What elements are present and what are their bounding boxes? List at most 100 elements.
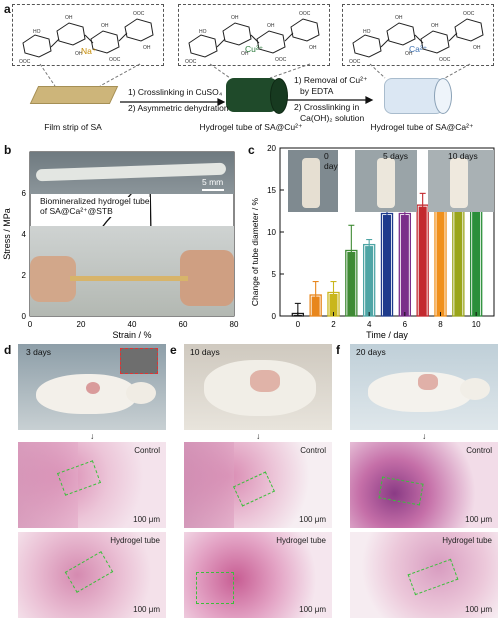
svg-text:OOC: OOC: [439, 57, 451, 63]
day-label-3: 3 days: [26, 347, 52, 357]
scale-5mm: 5 mm: [202, 177, 224, 187]
x-tick-label: 8: [438, 320, 443, 329]
x-tick-label: 10: [472, 320, 481, 329]
photo-day5: 5 days: [355, 150, 417, 212]
svg-text:HO: HO: [33, 29, 41, 35]
day-label-10: 10 days: [190, 347, 220, 357]
svg-text:OH: OH: [267, 23, 275, 29]
scale-label-d1: 100 μm: [133, 515, 160, 524]
photo-day10: 10 days: [428, 150, 494, 212]
x-tick-label: 60: [179, 320, 188, 329]
svg-text:OOC: OOC: [463, 11, 475, 17]
svg-text:OOC: OOC: [133, 11, 145, 17]
panel-label-d: d: [4, 343, 12, 357]
arrow2-step1b: by EDTA: [300, 86, 334, 96]
scale-label-f2: 100 μm: [465, 605, 492, 614]
svg-text:OH: OH: [75, 51, 83, 57]
panel-a-connectors: [39, 63, 471, 106]
y-tick-label: 20: [267, 144, 276, 153]
caption-ca-tube: Hydrogel tube of SA@Ca²⁺: [370, 122, 474, 132]
arrow-down-f: ↓: [422, 431, 427, 441]
svg-text:OH: OH: [473, 45, 481, 51]
mouse-photo-10days: 10 days: [184, 344, 332, 430]
x-tick-label: 0: [296, 320, 301, 329]
panel-label-f: f: [336, 343, 340, 357]
y-tick-label: 0: [272, 312, 277, 321]
y-tick-label: 6: [22, 189, 27, 198]
svg-text:OH: OH: [65, 15, 73, 21]
x-tick-label: 0: [28, 320, 33, 329]
panel-label-a: a: [4, 2, 11, 16]
caption-cu-tube: Hydrogel tube of SA@Cu²⁺: [199, 122, 303, 132]
panel-label-e: e: [170, 343, 177, 357]
panel-label-c: c: [248, 143, 255, 157]
bar: [365, 246, 374, 316]
scale-label-f1: 100 μm: [465, 515, 492, 524]
svg-text:OOC: OOC: [299, 11, 311, 17]
svg-text:OOC: OOC: [109, 57, 121, 63]
bar: [436, 206, 445, 316]
photo-day0: 0 day: [288, 150, 338, 212]
svg-text:OH: OH: [431, 23, 439, 29]
x-axis-label: Strain / %: [112, 330, 151, 340]
arrow2-step2b: Ca(OH)₂ solution: [300, 113, 365, 123]
svg-text:HO: HO: [363, 29, 371, 35]
arrow-down-d: ↓: [90, 431, 95, 441]
mouse-photo-3days: 3 days: [18, 344, 166, 430]
svg-text:OOC: OOC: [19, 59, 31, 65]
structure-box-na: HO OH OH OOC OOC OH OOC OH Na⁺: [12, 4, 164, 66]
x-tick-label: 80: [230, 320, 239, 329]
bar: [400, 215, 409, 316]
tube-label-e: Hydrogel tube: [276, 536, 326, 545]
y-tick-label: 15: [267, 186, 276, 195]
bar: [454, 207, 463, 316]
bar: [347, 251, 356, 316]
svg-text:OH: OH: [231, 15, 239, 21]
ion-cu: Cu²⁺: [245, 44, 264, 54]
label-day10: 10 days: [448, 151, 478, 161]
label-day5: 5 days: [383, 151, 409, 161]
svg-text:OOC: OOC: [275, 57, 287, 63]
histology-control-10days: Control 100 μm: [184, 442, 332, 528]
svg-text:OH: OH: [143, 45, 151, 51]
y-tick-label: 5: [272, 270, 277, 279]
scale-label-d2: 100 μm: [133, 605, 160, 614]
arrow2-step1: 1) Removal of Cu²⁺: [294, 75, 368, 85]
histology-control-3days: Control 100 μm: [18, 442, 166, 528]
y-axis-label: Stress / MPa: [2, 208, 12, 260]
alginate-structure-cu: HO OH OH OOC OOC OH OOC OH: [185, 11, 320, 65]
panel-label-b: b: [4, 143, 12, 157]
svg-text:OH: OH: [241, 51, 249, 57]
day-label-20: 20 days: [356, 347, 386, 357]
svg-text:HO: HO: [199, 29, 207, 35]
x-tick-label: 4: [367, 320, 372, 329]
histology-tube-10days: Hydrogel tube 100 μm: [184, 532, 332, 618]
svg-text:OOC: OOC: [349, 59, 361, 65]
control-label-f: Control: [466, 446, 492, 455]
bar: [472, 208, 481, 316]
svg-text:OH: OH: [395, 15, 403, 21]
x-tick-label: 20: [77, 320, 86, 329]
histology-tube-3days: Hydrogel tube 100 μm: [18, 532, 166, 618]
x-tick-label: 2: [331, 320, 336, 329]
y-tick-label: 2: [22, 271, 27, 280]
svg-text:OH: OH: [405, 51, 413, 57]
tube-label-d: Hydrogel tube: [110, 536, 160, 545]
svg-text:OOC: OOC: [185, 59, 197, 65]
scale-label-e2: 100 μm: [299, 605, 326, 614]
film-strip: [29, 86, 119, 104]
y-tick-label: 0: [22, 312, 27, 321]
structure-box-cu: HO OH OH OOC OOC OH OOC OH Cu²⁺: [178, 4, 330, 66]
y-tick-label: 4: [22, 230, 27, 239]
control-label-e: Control: [300, 446, 326, 455]
stretch-photo: [30, 226, 234, 316]
alginate-structure-ca: HO OH OH OOC OOC OH OOC OH: [349, 11, 484, 65]
svg-text:OH: OH: [101, 23, 109, 29]
arrow2-step2: 2) Crosslinking in: [294, 102, 360, 112]
structure-box-ca: HO OH OH OOC OOC OH OOC OH Ca²⁺: [342, 4, 494, 66]
bar: [418, 206, 427, 316]
x-axis-label: Time / day: [366, 330, 408, 340]
histology-tube-20days: Hydrogel tube 100 μm: [350, 532, 498, 618]
caption-film: Film strip of SA: [44, 122, 102, 132]
arrow1-step2: 2) Asymmetric dehydration: [128, 103, 229, 113]
